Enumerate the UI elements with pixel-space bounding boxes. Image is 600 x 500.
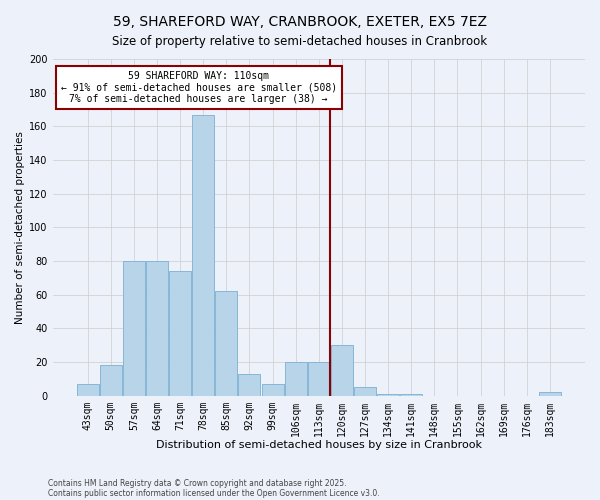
Bar: [238, 374, 260, 396]
Bar: [169, 271, 191, 396]
Bar: [262, 384, 284, 396]
Y-axis label: Number of semi-detached properties: Number of semi-detached properties: [15, 131, 25, 324]
Bar: [77, 384, 98, 396]
Bar: [100, 366, 122, 396]
Text: Size of property relative to semi-detached houses in Cranbrook: Size of property relative to semi-detach…: [112, 35, 488, 48]
Bar: [308, 362, 330, 396]
Bar: [377, 394, 399, 396]
Bar: [331, 345, 353, 396]
Bar: [123, 261, 145, 396]
Bar: [354, 388, 376, 396]
Text: 59, SHAREFORD WAY, CRANBROOK, EXETER, EX5 7EZ: 59, SHAREFORD WAY, CRANBROOK, EXETER, EX…: [113, 15, 487, 29]
Text: Contains HM Land Registry data © Crown copyright and database right 2025.: Contains HM Land Registry data © Crown c…: [48, 478, 347, 488]
Bar: [539, 392, 561, 396]
X-axis label: Distribution of semi-detached houses by size in Cranbrook: Distribution of semi-detached houses by …: [156, 440, 482, 450]
Text: 59 SHAREFORD WAY: 110sqm
← 91% of semi-detached houses are smaller (508)
7% of s: 59 SHAREFORD WAY: 110sqm ← 91% of semi-d…: [61, 71, 337, 104]
Bar: [284, 362, 307, 396]
Bar: [192, 114, 214, 396]
Bar: [146, 261, 168, 396]
Text: Contains public sector information licensed under the Open Government Licence v3: Contains public sector information licen…: [48, 488, 380, 498]
Bar: [400, 394, 422, 396]
Bar: [215, 292, 238, 396]
